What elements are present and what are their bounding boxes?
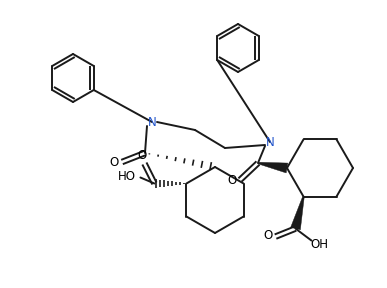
Text: O: O: [263, 229, 272, 242]
Polygon shape: [291, 196, 304, 230]
Text: O: O: [110, 156, 119, 168]
Text: HO: HO: [117, 170, 135, 183]
Polygon shape: [258, 162, 288, 173]
Text: OH: OH: [310, 238, 329, 251]
Text: O: O: [228, 173, 236, 187]
Text: N: N: [265, 135, 274, 149]
Text: O: O: [138, 149, 147, 162]
Text: N: N: [147, 115, 156, 128]
